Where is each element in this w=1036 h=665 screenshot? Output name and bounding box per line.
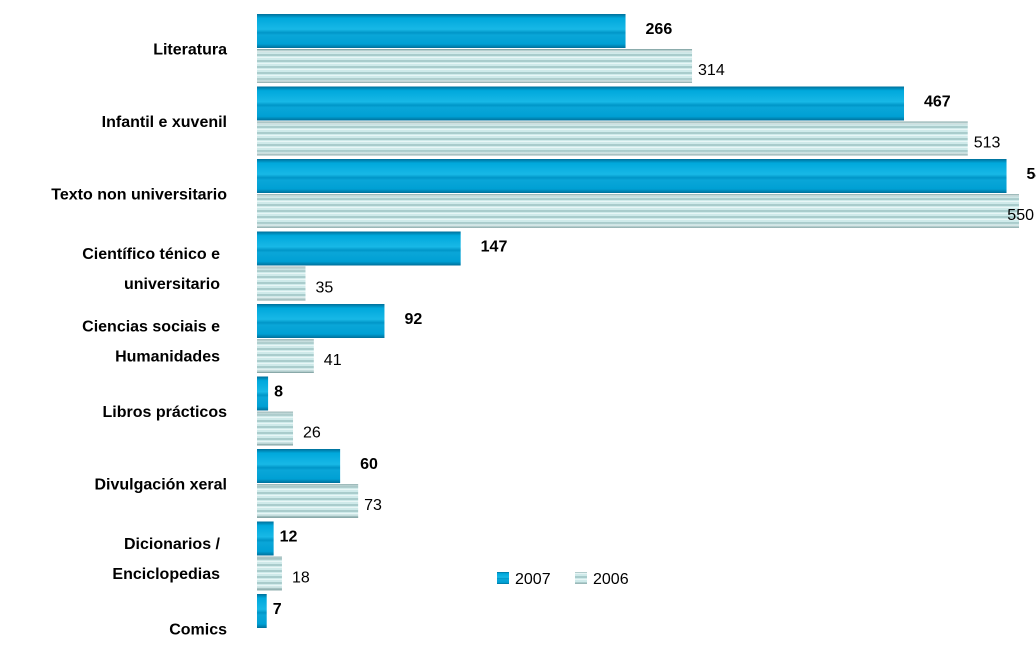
bar-2007 (257, 594, 267, 628)
category-label: Comics (169, 622, 227, 639)
legend-label-2006: 2006 (593, 571, 629, 588)
bar-2006-shade (257, 411, 294, 446)
category-label-line: Texto non universitario (51, 187, 227, 204)
bar-2006-shade (257, 194, 1019, 228)
value-label-2006: 513 (974, 135, 1001, 152)
category-label: Texto non universitario (51, 187, 227, 204)
series-2007-bars (257, 14, 1007, 628)
category-label: Divulgación xeral (95, 477, 228, 494)
value-label-2006: 314 (698, 62, 725, 79)
category-label-line: Literatura (153, 42, 227, 59)
category-label: Ciencias sociais e Humanidades (82, 319, 220, 366)
category-label: Libros prácticos (103, 404, 228, 421)
bar-2007 (257, 86, 905, 121)
bar-2007 (257, 449, 341, 483)
value-label-2007: 60 (360, 456, 378, 473)
bar-2006-shade (257, 484, 359, 518)
category-labels: Literatura Infantil e xuvenil Texto non un… (51, 42, 227, 639)
legend-swatch-2007 (497, 572, 509, 584)
value-label-2007: 147 (481, 239, 508, 256)
value-label-2007: 7 (273, 601, 282, 618)
category-label-line: universitario (124, 276, 220, 293)
bar-2007 (257, 376, 269, 411)
category-label-line: Infantil e xuvenil (102, 114, 227, 131)
value-labels: 266 314 467 513 541 550 147 35 92 41 8 26 60 73 12 18 7 (273, 21, 1036, 618)
value-label-2007: 467 (924, 94, 951, 111)
value-label-2006: 41 (324, 352, 342, 369)
series-2006-bars (257, 49, 1019, 591)
category-label-line: Enciclopedias (112, 566, 220, 583)
category-label-line: Científico ténico e (82, 246, 220, 263)
legend-label-2007: 2007 (515, 571, 551, 588)
category-label: Infantil e xuvenil (102, 114, 227, 131)
legend: 2007 2006 (497, 571, 629, 588)
bar-2007 (257, 304, 385, 338)
value-label-2006: 550 (1007, 207, 1034, 224)
category-label-line: Comics (169, 622, 227, 639)
bar-2006-shade (257, 339, 314, 373)
value-label-2007: 12 (280, 529, 298, 546)
value-label-2006: 35 (315, 280, 333, 297)
value-label-2006: 26 (303, 425, 321, 442)
category-label: Científico ténico e universitario (82, 246, 220, 293)
category-label-line: Humanidades (115, 349, 220, 366)
bar-2006-shade (257, 121, 968, 156)
bar-2006-shade (257, 49, 693, 83)
category-label-line: Dicionarios / (124, 536, 221, 553)
legend-swatch-2006-shade (575, 572, 587, 584)
value-label-2006: 73 (364, 497, 382, 514)
value-label-2007: 541 (1027, 166, 1036, 183)
bar-2007 (257, 159, 1007, 193)
bar-2007 (257, 521, 274, 556)
bar-2006-shade (257, 556, 282, 591)
bar-2006-shade (257, 266, 306, 301)
category-label-line: Libros prácticos (103, 404, 228, 421)
value-label-2006: 18 (292, 570, 310, 587)
bar-2007 (257, 231, 461, 266)
bar-2007 (257, 14, 626, 48)
category-label: Dicionarios / Enciclopedias (112, 536, 220, 583)
value-label-2007: 92 (404, 311, 422, 328)
category-label-line: Ciencias sociais e (82, 319, 220, 336)
value-label-2007: 266 (646, 21, 673, 38)
value-label-2007: 8 (274, 384, 283, 401)
category-label-line: Divulgación xeral (95, 477, 228, 494)
category-label: Literatura (153, 42, 227, 59)
